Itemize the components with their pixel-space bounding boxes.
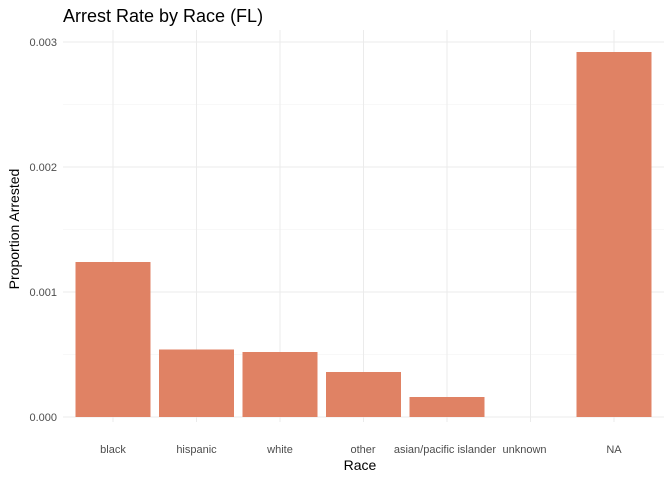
x-tick-label: unknown — [503, 444, 547, 456]
x-axis-title: Race — [344, 457, 377, 473]
bar — [326, 372, 401, 417]
y-tick-label: 0.003 — [29, 37, 57, 49]
y-tick-label: 0.001 — [29, 287, 57, 299]
x-tick-label: asian/pacific islander — [394, 444, 496, 456]
y-tick-label: 0.000 — [29, 412, 57, 424]
x-tick-label: white — [266, 444, 293, 456]
y-axis-tick-labels: 0.000 0.001 0.002 0.003 — [29, 37, 57, 424]
x-tick-label: hispanic — [176, 444, 217, 456]
bars — [75, 52, 652, 417]
x-tick-label: NA — [606, 444, 622, 456]
y-tick-label: 0.002 — [29, 162, 57, 174]
bar — [75, 262, 151, 417]
x-tick-label: black — [100, 444, 126, 456]
x-tick-label: other — [351, 444, 376, 456]
x-axis-tick-labels: black hispanic white other asian/pacific isl… — [100, 444, 622, 456]
chart-title: Arrest Rate by Race (FL) — [63, 6, 263, 26]
bar — [576, 52, 652, 417]
bar — [242, 352, 318, 417]
bar — [159, 349, 234, 417]
bar — [409, 397, 485, 417]
y-axis-title: Proportion Arrested — [6, 169, 22, 290]
